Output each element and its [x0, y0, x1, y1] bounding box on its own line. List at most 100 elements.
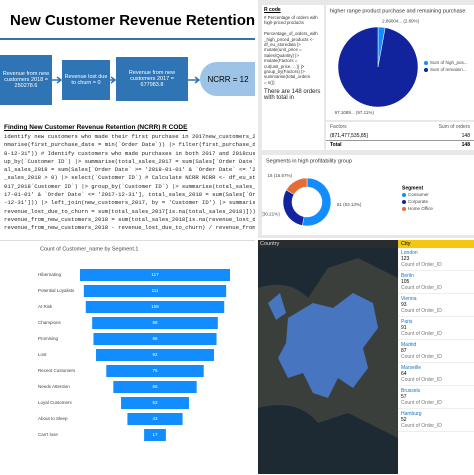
funnel-bar: [106, 365, 204, 377]
legend-label: Sum of remainin...: [430, 67, 467, 72]
box: NCRR = 12: [207, 74, 249, 84]
city-count: 123: [401, 256, 410, 262]
code-line: _high_priced_products <-: [264, 36, 314, 42]
code-line: _sales_2018 > 0) |> select(`Customer ID`…: [4, 174, 255, 182]
city-name: Brussels: [401, 388, 421, 394]
category-label: Needs Attention: [38, 384, 70, 389]
code-line: revenue_lost_due_to_churn = sum(total_sa…: [4, 207, 255, 215]
city-name: Paris: [401, 319, 413, 325]
data-label: 92: [152, 352, 158, 357]
cell: 148: [461, 133, 470, 139]
code-block: identify new customers who made their fi…: [4, 133, 255, 232]
table-header: Factors Sum of orders: [326, 122, 474, 132]
header-cell: Factors: [330, 124, 347, 130]
list-header: City: [398, 240, 474, 248]
data-label: 98: [152, 320, 158, 325]
box: Revenue from new customers 2017 = 677983…: [116, 57, 188, 101]
rule: [0, 38, 255, 40]
slide-title: New Customer Revenue Retention: [10, 12, 255, 29]
table-row: (871,477,535,85] 148: [326, 132, 474, 140]
code-panel: R code # Percentage of orders with high-p…: [262, 5, 324, 150]
cell: 148: [461, 142, 470, 148]
code-lines: # Percentage of orders with high-priced p…: [264, 15, 322, 85]
city-name: Berlin: [401, 273, 414, 279]
category-label: Promising: [38, 336, 59, 341]
city-name: London: [401, 250, 418, 256]
region: [268, 293, 286, 320]
code-line: group_by(Factors) |>: [264, 69, 305, 75]
slide: New Customer Revenue Retention Revenue f…: [0, 0, 255, 232]
legend-title: Segment: [402, 185, 423, 191]
city-measure: Count of Order_ID: [401, 285, 442, 291]
code-line: nmarise(first_purchase_date = min(`Order…: [4, 141, 255, 149]
city-measure: Count of Order_ID: [401, 400, 442, 406]
funnel-bar: [92, 317, 218, 329]
arrow: [52, 76, 201, 84]
data-label: 51 (53.13%): [337, 202, 362, 207]
arrows: [52, 76, 201, 84]
funnel-bar: [144, 429, 166, 441]
funnel-bar: [121, 397, 189, 409]
city-item: Marseille 64 Count of Order_ID: [398, 363, 474, 386]
code-line: 8-12-31")) # Identify customers who made…: [4, 149, 255, 157]
region: [278, 293, 378, 398]
category-label: Champions: [38, 320, 62, 325]
code-heading: Finding New Customer Revenue Retention (…: [4, 124, 188, 131]
funnel-bar: [83, 285, 227, 297]
table: Factors Sum of orders (871,477,535,85] 148…: [326, 122, 474, 150]
city-name: Hamburg: [401, 411, 422, 417]
box: Revenue lost due to churn = 0: [62, 60, 110, 100]
funnel-bar: [96, 349, 214, 361]
map-card: Country City London 123 Count of Order_ID B…: [258, 240, 474, 474]
cell: Total: [330, 142, 342, 148]
city-count: 91: [401, 325, 407, 331]
code-line: revenue_from_new_customers_2018 = sum(to…: [4, 215, 255, 223]
slice: [285, 177, 308, 195]
city-measure: Count of Order_ID: [401, 354, 442, 360]
funnel-bar: [113, 381, 197, 393]
city-count: 64: [401, 371, 407, 377]
code-line: Percentage_of_orders_with: [264, 31, 318, 37]
code-line: mutate(Factors =: [264, 58, 298, 64]
city-measure: Count of Order_ID: [401, 423, 442, 429]
data-label: 97.1089... (97.11%): [335, 110, 375, 115]
category-label: Loyal Customers: [38, 400, 73, 405]
city-item: Hamburg 52 Count of Order_ID: [398, 409, 474, 432]
category-label: Potential Loyalists: [38, 288, 75, 293]
chart-title: higher range product purchase and remain…: [330, 8, 465, 14]
city-list: City London 123 Count of Order_ID Berlin 105…: [398, 240, 474, 474]
code-line: cut(unit_price, ...)) |>: [264, 63, 305, 69]
category-label: About to Sleep: [38, 416, 68, 421]
category-label: At Risk: [38, 304, 53, 309]
funnel-bar: [127, 413, 183, 425]
donut-chart: Segments in high profitability group 51 (…: [262, 158, 433, 227]
data-label: 16 (16.67%): [267, 173, 292, 178]
header-cell: Sum of orders: [438, 124, 470, 130]
city-measure: Count of Order_ID: [401, 262, 442, 268]
data-label: 53: [152, 400, 158, 405]
legend-label: Corporate: [408, 199, 429, 204]
code-line: mutate(unit_price =: [264, 47, 302, 53]
category-label: Can't lose: [38, 432, 58, 437]
funnel-bar: [80, 269, 230, 281]
data-label: 76: [152, 368, 158, 373]
category-label: Recent Customers: [38, 368, 76, 373]
sea: [258, 248, 398, 298]
data-label: 29 (30.21%): [262, 212, 280, 217]
city-name: Madrid: [401, 342, 417, 348]
funnel-bar: [85, 301, 225, 313]
data-label: 43: [152, 416, 158, 421]
code-line: identify new customers who made their fi…: [4, 133, 255, 140]
city-measure: Count of Order_ID: [401, 308, 442, 314]
category-label: Hibernating: [38, 272, 62, 277]
city-measure: Count of Order_ID: [401, 331, 442, 337]
pill: [200, 62, 255, 96]
city-item: Madrid 87 Count of Order_ID: [398, 340, 474, 363]
chart-title: Segments in high profitability group: [266, 158, 352, 164]
code-line: df_eu_storedata |>: [264, 42, 301, 48]
slice: [337, 26, 419, 108]
city-item: Vienna 93 Count of Order_ID: [398, 294, 474, 317]
city-name: Vienna: [401, 296, 417, 302]
data-label: 96: [152, 336, 158, 341]
